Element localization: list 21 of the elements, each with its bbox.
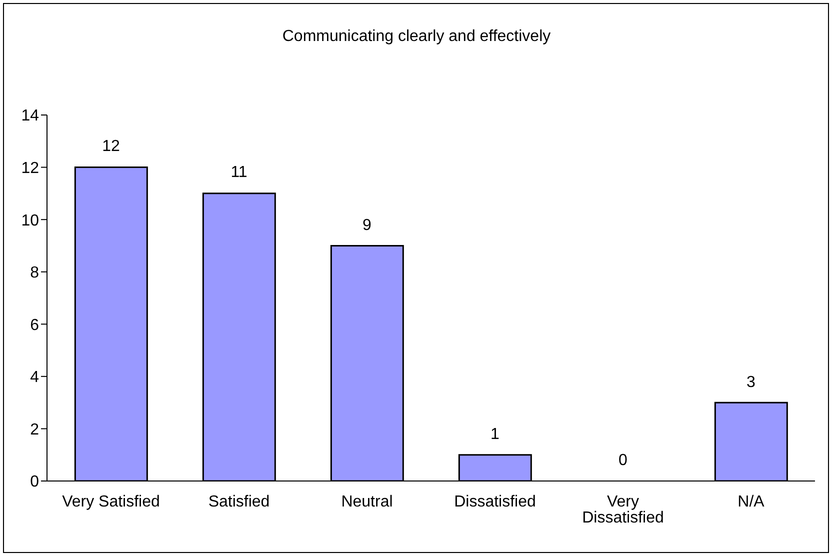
x-tick-label: Neutral xyxy=(341,493,393,510)
y-tick-label: 4 xyxy=(30,369,40,386)
x-tick-label: N/A xyxy=(738,493,765,510)
y-tick-label: 10 xyxy=(21,212,40,230)
x-tick-label: Very Satisfied xyxy=(62,493,160,510)
data-label: 12 xyxy=(101,137,121,158)
y-tick-label: 0 xyxy=(30,474,40,491)
y-tick-label: 14 xyxy=(21,108,40,125)
y-tick-label: 6 xyxy=(30,316,40,334)
x-tick-label: Dissatisfied xyxy=(454,493,536,510)
data-label: 11 xyxy=(230,163,248,184)
x-tick-label: Very Dissatisfied xyxy=(582,493,664,526)
data-label: 1 xyxy=(490,424,500,445)
data-label: 9 xyxy=(362,216,372,236)
chart-title: Communicating clearly and effectively xyxy=(281,28,552,46)
data-label: 0 xyxy=(618,451,628,471)
y-tick-label: 8 xyxy=(30,264,40,282)
y-tick-label: 12 xyxy=(21,160,40,177)
x-tick-label: Satisfied xyxy=(208,493,270,510)
data-label: 3 xyxy=(746,372,756,393)
y-tick-label: 2 xyxy=(30,421,40,438)
